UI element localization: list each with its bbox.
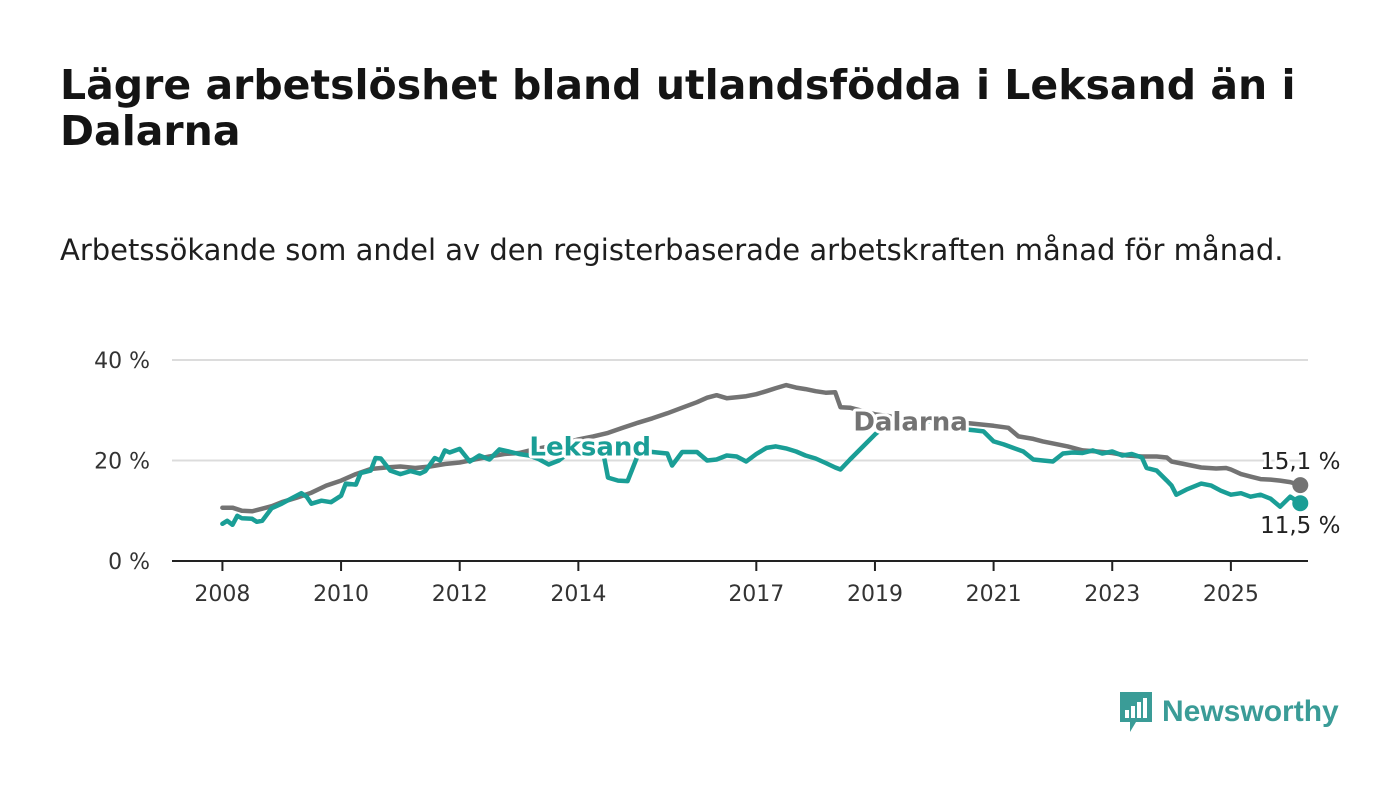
series-label-leksand: Leksand: [529, 432, 651, 462]
series-label-dalarna: Dalarna: [853, 407, 967, 437]
x-tick-label: 2021: [966, 582, 1022, 607]
series-lines: [220, 382, 1303, 528]
x-tick-label: 2023: [1084, 582, 1140, 607]
end-value-label-leksand: 11,5 %: [1260, 513, 1340, 539]
y-tick-label: 20 %: [94, 450, 150, 475]
x-tick-label: 2012: [432, 582, 488, 607]
brand-logo[interactable]: Newsworthy: [1118, 690, 1339, 734]
chart-title: Lägre arbetslöshet bland utlandsfödda i …: [60, 61, 1296, 155]
x-axis: 2008 2010 2012 2014 2017 2019 2021 2023 2025: [172, 560, 1308, 607]
y-axis-labels: 0 % 20 % 40 %: [94, 349, 150, 575]
x-tick-label: 2008: [194, 582, 250, 607]
brand-name: Newsworthy: [1162, 695, 1339, 728]
bar-chart-speech-bubble-icon: [1120, 692, 1152, 732]
end-value-label-dalarna: 15,1 %: [1260, 449, 1340, 475]
x-tick-label: 2019: [847, 582, 903, 607]
series-line-leksand: [220, 415, 1303, 528]
end-points: 15,1 % 11,5 %: [1258, 447, 1343, 542]
x-tick-label: 2010: [313, 582, 369, 607]
series-line-dalarna: [220, 382, 1303, 514]
chart-subtitle: Arbetssökande som andel av den registerb…: [60, 233, 1284, 267]
end-point-dalarna: [1292, 477, 1309, 494]
x-tick-label: 2017: [728, 582, 784, 607]
x-tick-label: 2025: [1203, 582, 1259, 607]
line-chart: 0 % 20 % 40 % 2008 2010 2012 2014 2017 2019 2021…: [94, 349, 1343, 607]
grid-lines: [172, 359, 1308, 462]
x-tick-label: 2014: [550, 582, 606, 607]
y-tick-label: 0 %: [108, 550, 150, 575]
y-tick-label: 40 %: [94, 349, 150, 374]
end-point-leksand: [1292, 495, 1309, 512]
series-labels: Dalarna Leksand: [526, 404, 970, 465]
